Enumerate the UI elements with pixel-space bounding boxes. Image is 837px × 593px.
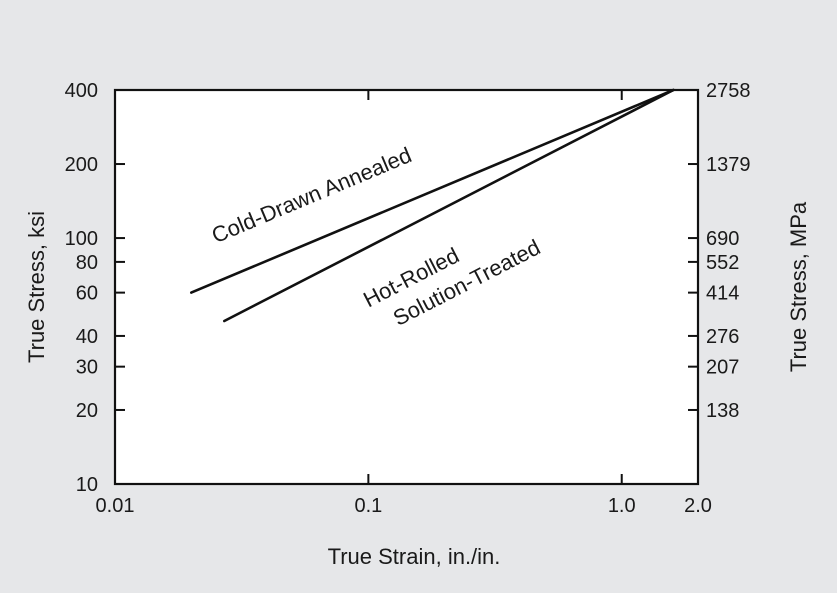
y-left-tick-label: 30 — [76, 357, 98, 379]
y-right-tick-label: 414 — [706, 283, 739, 305]
x-tick-label: 1.0 — [608, 495, 636, 517]
y-left-tick-label: 400 — [65, 80, 98, 102]
y-right-tick-label: 552 — [706, 252, 739, 274]
x-tick-label: 0.01 — [96, 495, 135, 517]
y-left-tick-label: 20 — [76, 400, 98, 422]
series-line-1 — [190, 88, 675, 294]
y-left-tick-label: 10 — [76, 474, 98, 496]
y-right-tick-label: 690 — [706, 228, 739, 250]
y-right-tick-label: 138 — [706, 400, 739, 422]
y-left-tick-label: 200 — [65, 154, 98, 176]
y-axis-label-right: True Stress, MPa — [786, 201, 811, 372]
y-left-tick-label: 40 — [76, 326, 98, 348]
plot-area — [113, 88, 700, 486]
series-line-2 — [223, 88, 675, 323]
series-layer — [190, 88, 675, 323]
y-right-tick-label: 2758 — [706, 80, 751, 102]
x-axis-label: True Strain, in./in. — [328, 544, 501, 569]
y-axis-label-left: True Stress, ksi — [24, 211, 49, 363]
x-tick-label: 2.0 — [684, 495, 712, 517]
y-left-tick-label: 80 — [76, 252, 98, 274]
y-right-tick-label: 276 — [706, 326, 739, 348]
x-tick-label: 0.1 — [354, 495, 382, 517]
y-right-tick-label: 207 — [706, 357, 739, 379]
x-axis: 0.01 0.1 1.0 2.0 — [96, 90, 712, 517]
y-right-tick-label: 1379 — [706, 154, 751, 176]
y-left-tick-label: 100 — [65, 228, 98, 250]
y-left-tick-label: 60 — [76, 283, 98, 305]
